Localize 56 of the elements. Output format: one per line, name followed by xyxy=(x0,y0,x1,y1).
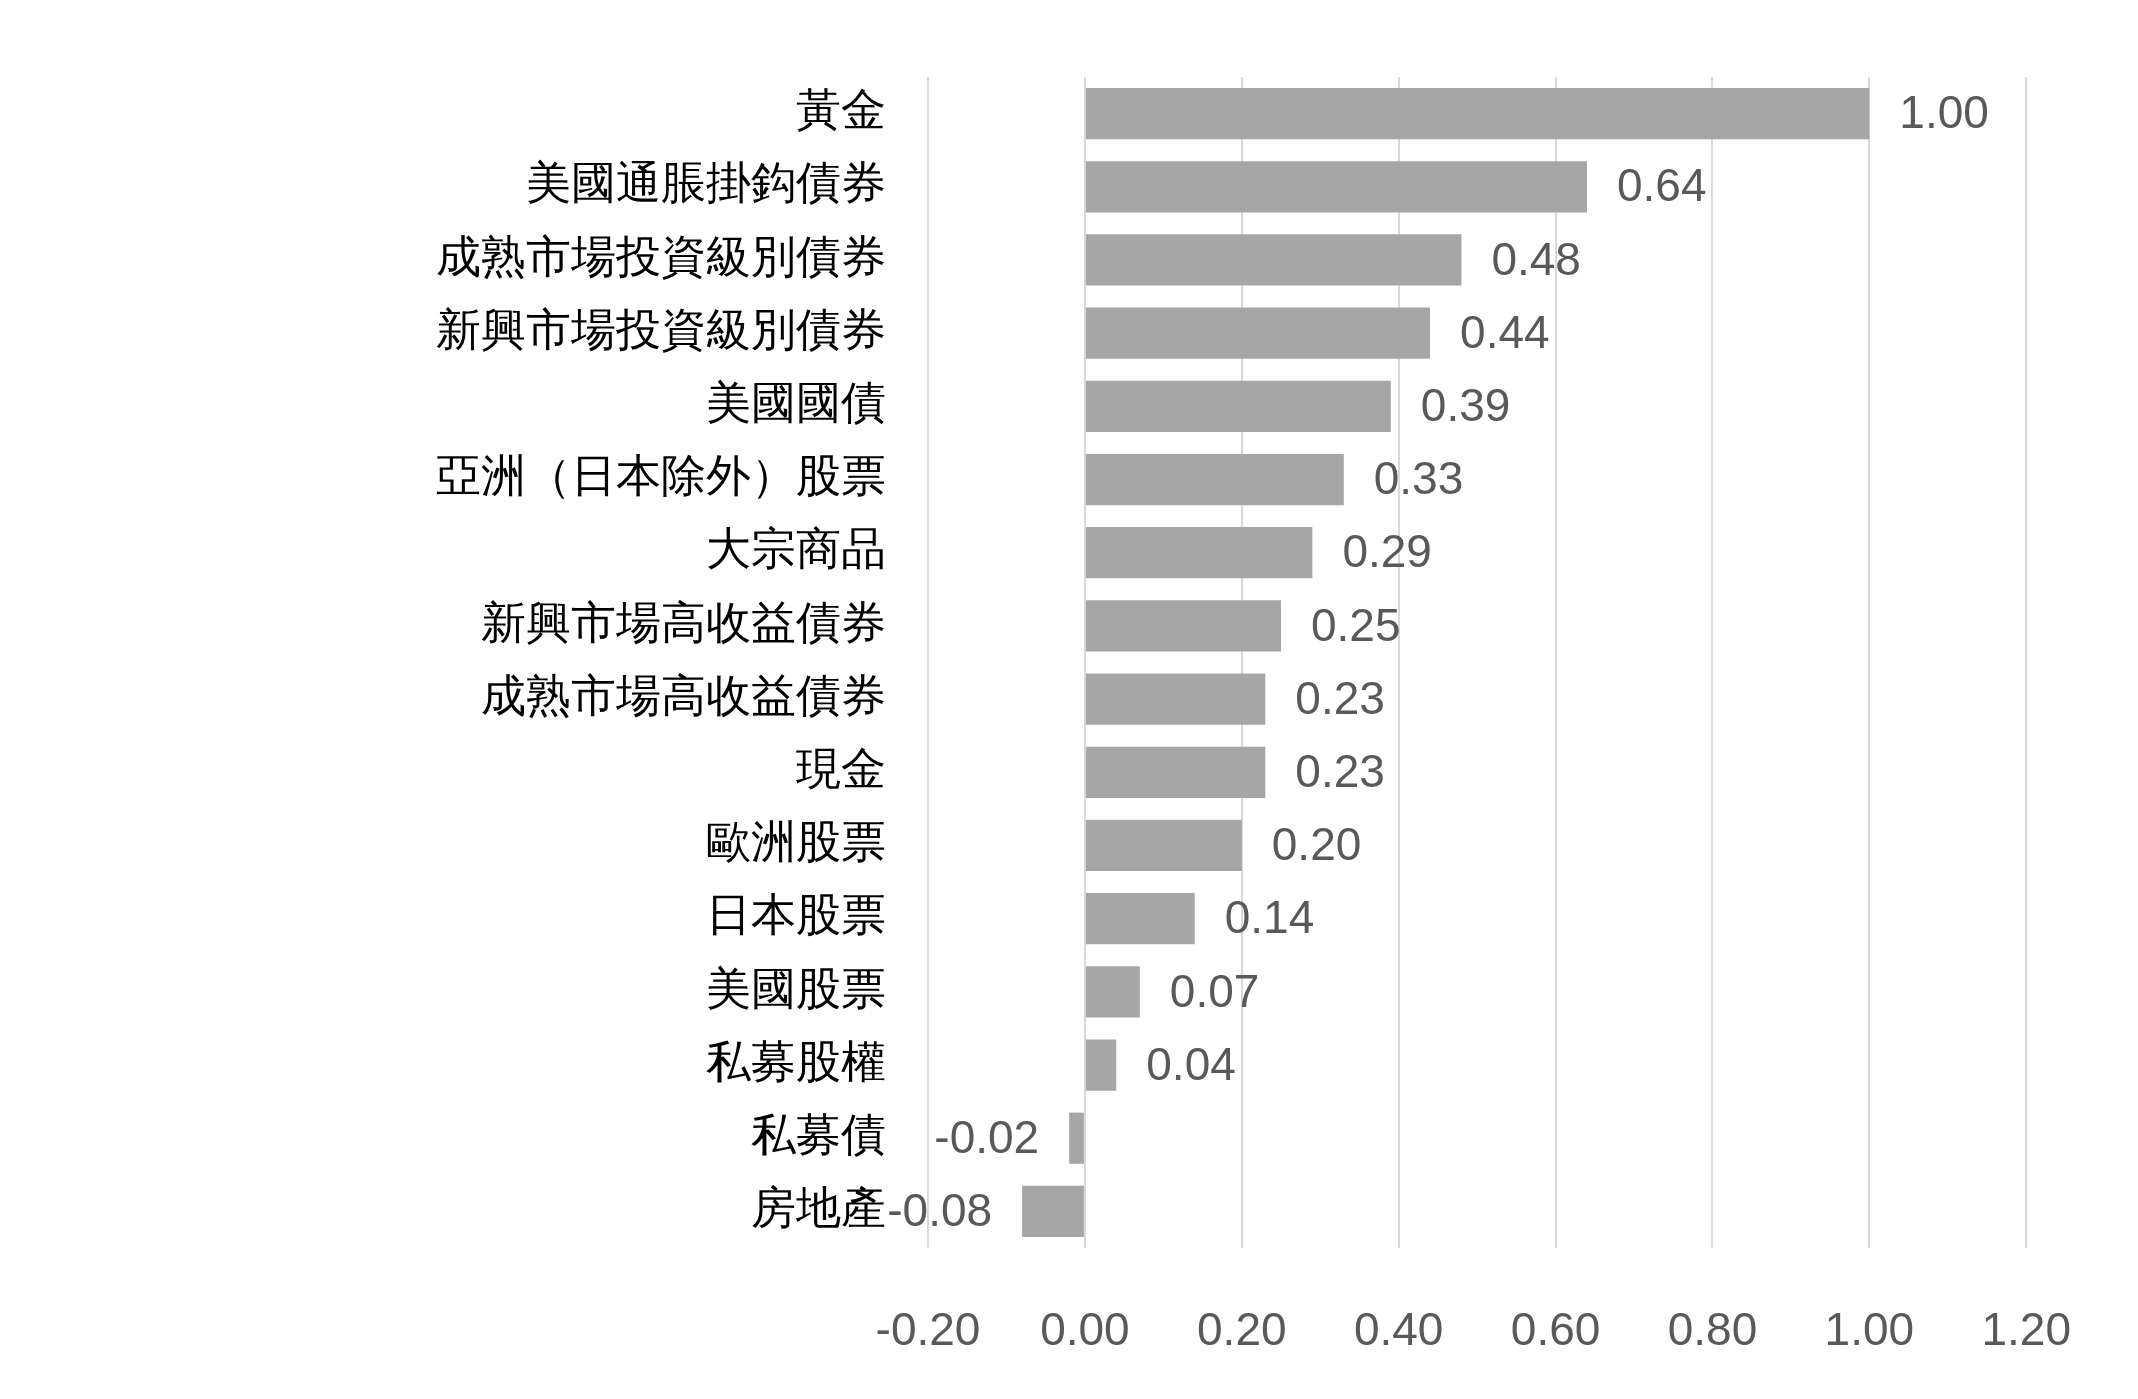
data-label: 0.44 xyxy=(1460,305,1550,358)
data-label: 0.39 xyxy=(1420,379,1511,432)
data-label: 0.23 xyxy=(1295,744,1385,797)
x-tick-label: 0.20 xyxy=(1197,1303,1287,1356)
data-label: 0.29 xyxy=(1342,525,1432,578)
data-label: 0.14 xyxy=(1224,891,1315,944)
y-tick-label: 歐洲股票 xyxy=(706,815,886,869)
x-tick-label: 0.00 xyxy=(1040,1303,1130,1356)
x-tick-label: 0.40 xyxy=(1353,1303,1444,1356)
bar xyxy=(1085,893,1195,945)
bar xyxy=(1022,1185,1084,1238)
x-tick-label: -0.20 xyxy=(875,1303,981,1356)
bar xyxy=(1085,453,1344,506)
bar xyxy=(1069,1112,1084,1164)
bar xyxy=(1085,161,1587,213)
x-tick-label: 0.60 xyxy=(1510,1303,1601,1356)
bar xyxy=(1085,234,1462,286)
y-tick-label: 私募債 xyxy=(751,1107,886,1161)
bar xyxy=(1085,87,1870,140)
y-tick-label: 美國通脹掛鈎債券 xyxy=(526,156,886,210)
y-tick-label: 亞洲（日本除外）股票 xyxy=(436,449,886,503)
data-label: 0.25 xyxy=(1311,598,1401,651)
x-tick-label: 1.00 xyxy=(1824,1303,1915,1356)
y-tick-label: 美國股票 xyxy=(706,961,886,1015)
data-label: 1.00 xyxy=(1899,86,1989,139)
bar xyxy=(1085,600,1281,652)
x-tick-label: 1.20 xyxy=(1981,1303,2071,1356)
data-label: -0.02 xyxy=(934,1110,1040,1163)
data-label: 0.20 xyxy=(1271,818,1362,871)
bar xyxy=(1085,380,1391,432)
data-label: 0.04 xyxy=(1146,1037,1236,1090)
data-label: -0.08 xyxy=(887,1184,993,1237)
y-tick-label: 現金 xyxy=(796,741,886,795)
bar xyxy=(1085,746,1266,798)
y-tick-label: 日本股票 xyxy=(706,888,886,942)
y-tick-label: 私募股權 xyxy=(706,1034,886,1088)
bar xyxy=(1085,527,1313,579)
data-label: 0.23 xyxy=(1295,671,1385,724)
data-label: 0.07 xyxy=(1169,964,1260,1017)
bar xyxy=(1085,966,1140,1018)
data-label: 0.33 xyxy=(1373,452,1464,505)
y-tick-label: 大宗商品 xyxy=(706,522,886,576)
x-tick-label: 0.80 xyxy=(1667,1303,1758,1356)
y-tick-label: 新興市場投資級別債券 xyxy=(436,302,886,356)
y-tick-label: 成熟市場高收益債券 xyxy=(481,668,886,722)
bar xyxy=(1085,307,1431,359)
bar xyxy=(1085,819,1242,872)
data-label: 0.48 xyxy=(1491,232,1581,285)
y-tick-label: 新興市場高收益債券 xyxy=(481,595,886,649)
bar xyxy=(1085,1039,1117,1091)
bar xyxy=(1085,673,1266,725)
y-tick-label: 成熟市場投資級別債券 xyxy=(436,229,886,283)
y-tick-label: 美國國債 xyxy=(706,376,886,430)
y-tick-label: 黃金 xyxy=(796,83,886,137)
data-label: 0.64 xyxy=(1616,159,1707,212)
y-tick-label: 房地產 xyxy=(751,1181,886,1235)
